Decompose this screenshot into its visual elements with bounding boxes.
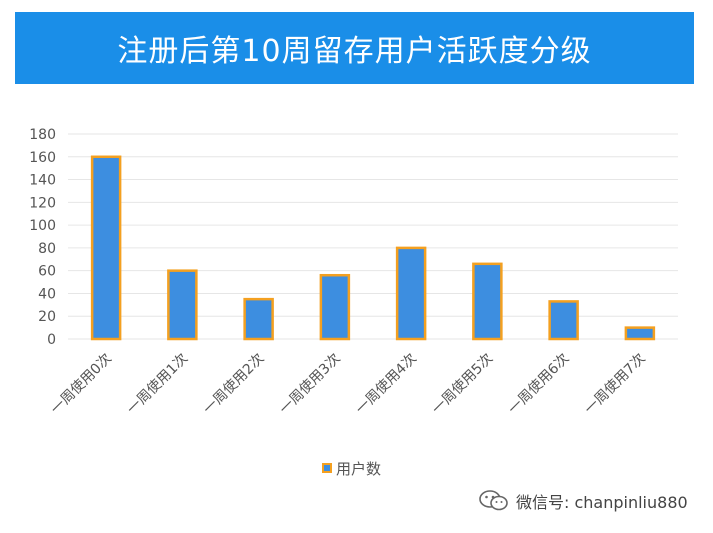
bar [624,326,656,341]
bar [243,297,274,341]
bar [548,300,579,341]
bar [319,273,351,341]
chart-legend: 用户数 [322,458,381,478]
x-tick-label: 一周使用5次 [428,350,496,418]
y-tick-label: 180 [29,127,56,143]
x-tick-label: 一周使用2次 [200,350,268,418]
y-tick-label: 160 [29,150,56,166]
y-tick-label: 60 [38,264,56,280]
y-tick-label: 120 [29,195,56,211]
title-banner: 注册后第10周留存用户活跃度分级 [15,12,694,84]
y-tick-label: 20 [38,309,56,325]
watermark-text: 微信号: chanpinliu880 [516,493,688,512]
x-tick-label: 一周使用7次 [581,350,649,418]
y-tick-label: 0 [47,332,56,348]
bar [90,155,122,341]
bar [395,246,427,341]
x-tick-label: 一周使用4次 [352,350,420,418]
x-tick-label: 一周使用0次 [47,350,115,418]
y-tick-label: 80 [38,241,56,257]
wechat-icon [479,490,508,511]
legend-swatch [322,463,332,473]
watermark: 微信号: chanpinliu880 [478,487,688,515]
x-tick-label: 一周使用6次 [505,350,573,418]
bar [167,269,198,341]
y-tick-label: 140 [29,173,56,189]
bar [472,262,503,341]
y-tick-label: 40 [38,286,56,302]
x-tick-label: 一周使用1次 [123,350,191,418]
x-tick-label: 一周使用3次 [276,350,344,418]
y-tick-label: 100 [29,218,56,234]
chart-title: 注册后第10周留存用户活跃度分级 [117,34,592,69]
legend-label: 用户数 [336,459,382,478]
